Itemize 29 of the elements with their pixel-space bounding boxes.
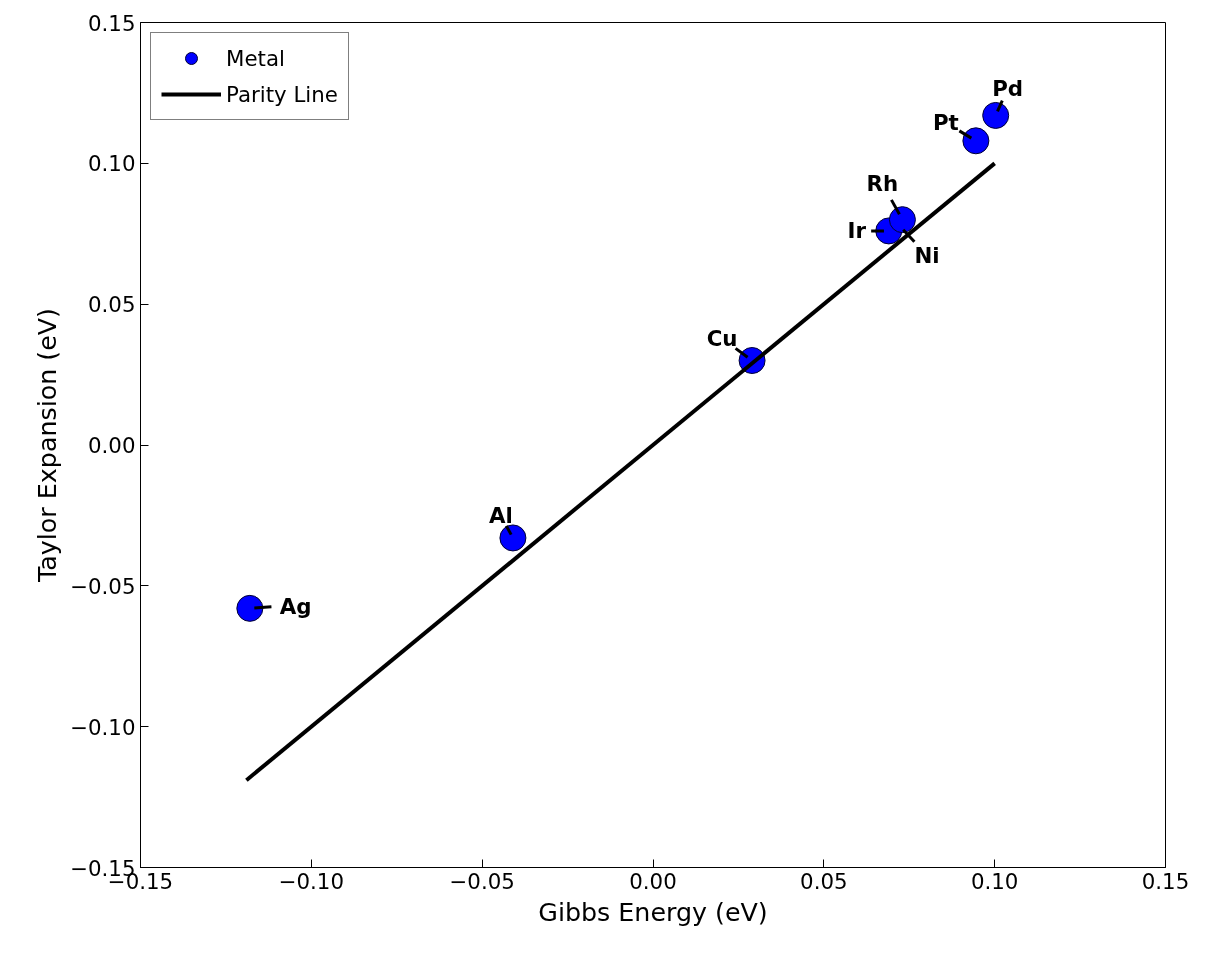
- x-tick-label: 0.15: [1141, 868, 1190, 894]
- annotation: Cu: [706, 326, 738, 351]
- x-tick-label: 0.05: [800, 868, 848, 894]
- legend-label: Metal: [226, 45, 285, 71]
- legend-label: Parity Line: [226, 81, 338, 107]
- annotation: Ni: [914, 242, 940, 268]
- y-tick-label: 0.10: [88, 151, 136, 177]
- x-tick-label: −0.05: [449, 868, 515, 894]
- point: [888, 206, 916, 234]
- annotation: Pd: [992, 75, 1024, 101]
- annotation: Ag: [279, 593, 312, 619]
- x-tick-label: 0.10: [970, 868, 1019, 894]
- point: [236, 594, 264, 622]
- y-tick-label: −0.10: [70, 714, 136, 740]
- annotation: Al: [489, 503, 513, 529]
- x-tick-label: 0.00: [629, 868, 677, 894]
- annotation: Rh: [866, 171, 899, 197]
- y-tick-label: 0.05: [88, 292, 136, 318]
- annotation: Pt: [932, 110, 959, 136]
- y-tick-label: −0.05: [70, 573, 136, 599]
- y-axis-title: Taylor Expansion (eV): [32, 308, 63, 583]
- y-tick-label: 0.15: [88, 10, 136, 36]
- annotation: Ir: [847, 218, 867, 244]
- point: [962, 127, 990, 155]
- x-tick-label: −0.10: [278, 868, 345, 894]
- point: [982, 101, 1010, 129]
- point: [499, 524, 527, 552]
- y-tick-label: 0.00: [88, 433, 136, 458]
- x-axis-title: Gibbs Energy (eV): [538, 896, 768, 927]
